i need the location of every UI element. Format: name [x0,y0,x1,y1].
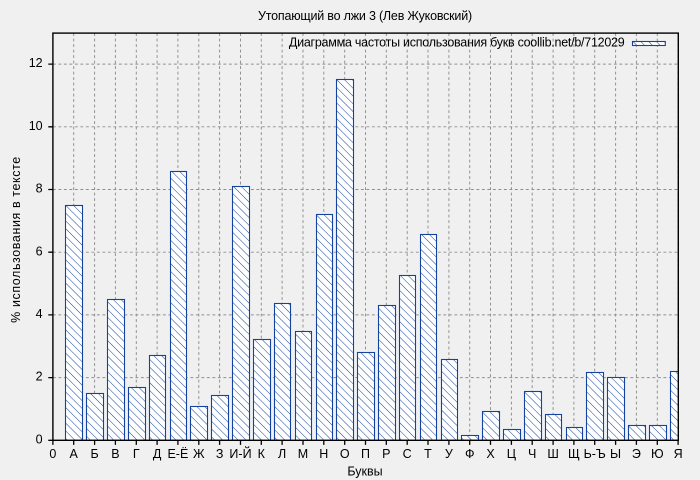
svg-text:Диаграмма частоты использовани: Диаграмма частоты использования букв coo… [289,36,625,50]
svg-text:Щ: Щ [568,447,580,461]
svg-text:В: В [111,447,119,461]
svg-text:8: 8 [36,182,43,196]
svg-text:6: 6 [36,244,43,258]
svg-text:Ы: Ы [610,447,621,461]
svg-text:10: 10 [29,119,43,133]
svg-text:12: 12 [29,56,43,70]
svg-text:Т: Т [424,447,432,461]
svg-text:К: К [258,447,266,461]
svg-text:У: У [445,447,453,461]
svg-text:Утопающий во лжи 3 (Лев Жуковс: Утопающий во лжи 3 (Лев Жуковский) [258,9,472,23]
svg-text:Ч: Ч [528,447,536,461]
svg-text:0: 0 [49,447,56,461]
svg-text:Р: Р [382,447,390,461]
svg-text:% использования в тексте: % использования в тексте [9,156,23,323]
svg-text:Е-Ё: Е-Ё [167,447,188,461]
svg-text:А: А [70,447,79,461]
svg-text:Ж: Ж [193,447,205,461]
svg-text:Д: Д [153,447,162,461]
svg-text:Ц: Ц [507,447,517,461]
svg-text:2: 2 [36,370,43,384]
svg-text:М: М [298,447,308,461]
svg-text:И-Й: И-Й [229,446,251,461]
svg-text:Б: Б [90,447,98,461]
svg-text:С: С [403,447,412,461]
svg-text:Г: Г [133,447,140,461]
svg-text:4: 4 [36,307,43,321]
svg-text:Ю: Ю [651,447,664,461]
svg-text:Ш: Ш [547,447,558,461]
svg-text:0: 0 [36,432,43,446]
svg-text:З: З [216,447,224,461]
svg-text:П: П [361,447,370,461]
svg-text:Ь-Ъ: Ь-Ъ [584,447,606,461]
svg-text:Я: Я [674,447,683,461]
svg-text:Х: Х [486,447,495,461]
svg-text:О: О [340,447,350,461]
svg-text:Буквы: Буквы [347,464,382,478]
svg-text:Ф: Ф [465,447,475,461]
svg-text:Л: Л [278,447,286,461]
svg-text:Э: Э [632,447,641,461]
svg-text:Н: Н [319,447,328,461]
